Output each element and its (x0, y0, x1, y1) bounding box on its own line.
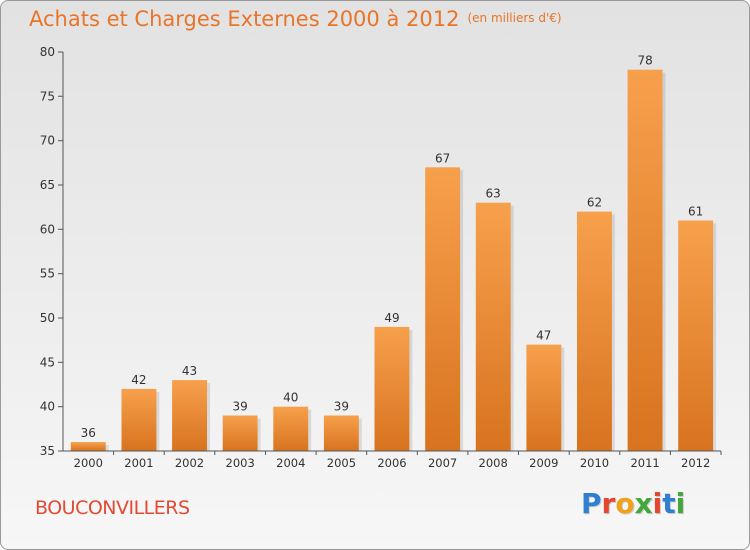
x-tick-label: 2010 (580, 456, 609, 470)
bars-layer: 36 42 43 39 40 39 49 67 63 47 62 78 61 (70, 54, 717, 452)
x-tick-label: 2002 (175, 456, 204, 470)
logo-letter: o (615, 487, 635, 520)
data-label: 40 (283, 391, 298, 405)
y-tick-label: 40 (40, 400, 55, 414)
x-tick-label: 2011 (630, 456, 659, 470)
y-tick-label: 65 (40, 178, 55, 192)
y-tick-label: 70 (40, 134, 55, 148)
x-tick-label: 2008 (479, 456, 508, 470)
bar-2007[interactable] (425, 167, 461, 452)
data-label: 61 (688, 205, 703, 219)
x-tick-label: 2004 (276, 456, 305, 470)
y-tick-label: 60 (40, 222, 55, 236)
data-label: 49 (384, 311, 399, 325)
data-label: 62 (587, 196, 602, 210)
bar-2012[interactable] (678, 220, 714, 452)
bar-2005[interactable] (323, 415, 359, 452)
bar-2004[interactable] (273, 406, 309, 451)
logo-letter: r (601, 487, 616, 520)
x-tick-label: 2009 (529, 456, 558, 470)
y-tick-label: 80 (40, 45, 55, 59)
bar-2000[interactable] (70, 442, 106, 451)
bar-2008[interactable] (475, 202, 511, 451)
axis-layer: 2000 2001 2002 2003 2004 2005 2006 2007 2008 2009… (40, 45, 722, 470)
x-tick-label: 2003 (226, 456, 255, 470)
data-label: 39 (334, 400, 349, 414)
proxiti-logo[interactable]: Proxiti (581, 487, 685, 520)
data-label: 78 (637, 54, 652, 68)
x-tick-label: 2001 (124, 456, 153, 470)
bar-2002[interactable] (172, 380, 207, 451)
x-tick-label: 2000 (74, 456, 103, 470)
bar-2011[interactable] (627, 69, 663, 451)
bar-2001[interactable] (121, 388, 157, 451)
y-tick-label: 35 (40, 444, 55, 458)
commune-name: BOUCONVILLERS (35, 497, 190, 519)
data-label: 36 (81, 426, 96, 440)
logo-letter: x (634, 487, 653, 520)
bar-2003[interactable] (222, 415, 258, 452)
bar-2006[interactable] (374, 326, 410, 451)
x-tick-label: 2005 (327, 456, 356, 470)
data-label: 42 (131, 373, 146, 387)
x-tick-label: 2012 (681, 456, 710, 470)
logo-letter: P (581, 487, 602, 520)
x-tick-label: 2007 (428, 456, 457, 470)
y-tick-label: 45 (40, 355, 55, 369)
y-tick-label: 50 (40, 311, 55, 325)
chart-title-text: Achats et Charges Externes 2000 à 2012 (29, 7, 460, 31)
x-tick-label: 2006 (377, 456, 406, 470)
chart-title: Achats et Charges Externes 2000 à 2012 (e… (29, 7, 562, 31)
data-label: 67 (435, 151, 450, 165)
bar-2009[interactable] (526, 344, 562, 451)
data-label: 43 (182, 364, 197, 378)
logo-letter: t (662, 487, 676, 520)
data-label: 39 (233, 400, 248, 414)
logo-letter: i (675, 487, 686, 520)
logo-letter: i (652, 487, 663, 520)
bar-2010[interactable] (577, 211, 612, 451)
chart-unit: (en milliers d'€) (467, 11, 562, 25)
data-label: 47 (536, 329, 551, 343)
y-tick-label: 55 (40, 267, 55, 281)
data-label: 63 (486, 187, 501, 201)
y-tick-label: 75 (40, 89, 55, 103)
